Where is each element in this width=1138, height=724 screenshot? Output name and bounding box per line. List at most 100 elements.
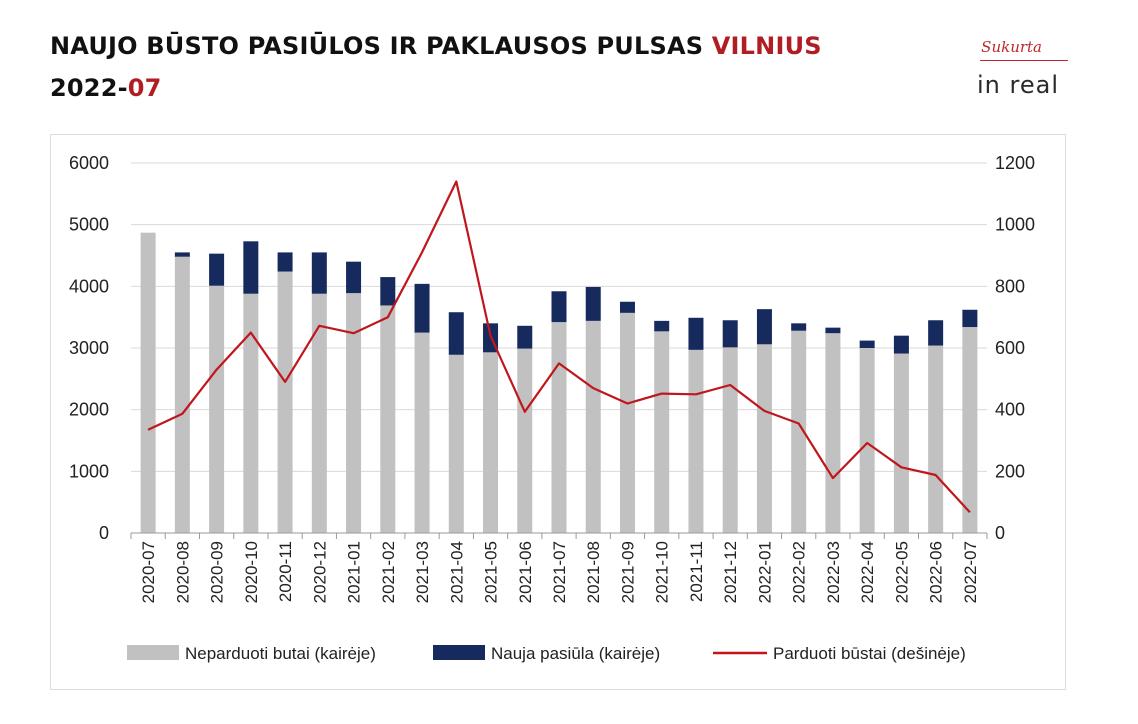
bar-new-supply xyxy=(962,309,978,328)
y-left-tick-label: 1000 xyxy=(69,461,109,481)
x-tick-label: 2022-05 xyxy=(892,541,911,603)
bar-unsold xyxy=(448,354,464,533)
legend-swatch-new xyxy=(433,645,485,660)
bar-unsold xyxy=(825,333,841,533)
bar-unsold xyxy=(791,330,807,533)
chart-panel: 0 1000 2000 3000 4000 5000 6000 0 200 400 600 800 1… xyxy=(50,134,1066,690)
bar-unsold xyxy=(243,293,259,533)
y-left-tick-label: 4000 xyxy=(69,276,109,296)
x-tick-label: 2021-06 xyxy=(516,541,535,603)
y-left-axis: 0 1000 2000 3000 4000 5000 6000 xyxy=(69,153,109,543)
x-tick-label: 2020-09 xyxy=(208,541,227,603)
bar-unsold xyxy=(517,348,533,533)
y-left-tick-label: 6000 xyxy=(69,153,109,173)
bar-new-supply xyxy=(517,325,533,349)
bar-new-supply xyxy=(174,252,190,257)
x-tick-label: 2020-10 xyxy=(242,541,261,603)
x-tick-label: 2022-02 xyxy=(790,541,809,603)
inreal-logo: Sukurta in real xyxy=(975,38,1070,100)
x-tick-label: 2021-03 xyxy=(413,541,432,603)
x-tick-label: 2021-04 xyxy=(447,541,466,603)
y-left-tick-label: 0 xyxy=(99,523,109,543)
bar-new-supply xyxy=(791,323,807,331)
x-tick-label: 2021-10 xyxy=(653,541,672,603)
bar-new-supply xyxy=(859,340,875,348)
legend-label-unsold: Neparduoti butai (kairėje) xyxy=(185,644,376,663)
bar-unsold xyxy=(174,256,190,533)
bar-unsold xyxy=(722,347,738,533)
logo-main-text: in real xyxy=(977,71,1059,99)
bar-unsold xyxy=(688,349,704,533)
x-tick-label: 2021-11 xyxy=(687,541,706,602)
bar-unsold xyxy=(619,312,635,533)
x-tick-label: 2021-07 xyxy=(550,541,569,603)
y-left-tick-label: 2000 xyxy=(69,400,109,420)
bar-new-supply xyxy=(928,320,944,346)
x-tick-label: 2020-12 xyxy=(310,541,329,603)
x-tick-label: 2020-08 xyxy=(173,541,192,603)
y-right-tick-label: 800 xyxy=(995,276,1025,296)
bar-unsold xyxy=(414,332,430,533)
legend: Neparduoti butai (kairėje) Nauja pasiūla … xyxy=(127,644,966,663)
x-axis: 2020-07 2020-08 2020-09 2020-10 2020-11 2020-… xyxy=(130,532,988,603)
bar-unsold xyxy=(859,348,875,533)
bar-new-supply xyxy=(209,253,225,286)
x-tick-label: 2022-03 xyxy=(824,541,843,603)
bar-unsold xyxy=(209,285,225,533)
period-year: 2022- xyxy=(50,74,128,102)
bar-unsold xyxy=(756,344,772,533)
bar-unsold xyxy=(277,271,293,533)
bars xyxy=(140,232,978,533)
logo-top-text: Sukurta xyxy=(981,38,1042,56)
bar-new-supply xyxy=(893,335,909,354)
bar-new-supply xyxy=(277,252,293,272)
bar-new-supply xyxy=(448,312,464,355)
y-right-tick-label: 200 xyxy=(995,461,1025,481)
bar-new-supply xyxy=(311,252,327,294)
x-tick-label: 2022-06 xyxy=(927,541,946,603)
x-tick-label: 2022-01 xyxy=(755,541,774,603)
bar-unsold xyxy=(893,353,909,533)
x-tick-label: 2020-07 xyxy=(139,541,158,603)
x-tick-label: 2021-05 xyxy=(482,541,501,603)
bar-unsold xyxy=(483,352,499,533)
x-tick-label: 2020-11 xyxy=(276,541,295,602)
bar-new-supply xyxy=(825,327,841,334)
legend-label-sold: Parduoti būstai (dešinėje) xyxy=(773,644,966,663)
bar-new-supply xyxy=(688,317,704,350)
x-tick-label: 2021-09 xyxy=(618,541,637,603)
bar-new-supply xyxy=(414,283,430,333)
y-left-tick-label: 5000 xyxy=(69,215,109,235)
period-month: 07 xyxy=(127,74,162,102)
chart-period: 2022-07 xyxy=(50,76,162,100)
bar-unsold xyxy=(140,232,156,533)
bar-new-supply xyxy=(619,301,635,313)
x-tick-label: 2021-02 xyxy=(379,541,398,603)
y-right-tick-label: 600 xyxy=(995,338,1025,358)
bar-unsold xyxy=(962,327,978,533)
bar-unsold xyxy=(585,320,601,533)
bar-new-supply xyxy=(551,291,567,323)
x-tick-label: 2021-01 xyxy=(345,541,364,603)
bar-new-supply xyxy=(380,277,396,306)
sold-series-line xyxy=(147,180,971,514)
bar-unsold xyxy=(928,345,944,533)
y-left-tick-label: 3000 xyxy=(69,338,109,358)
title-city: VILNIUS xyxy=(711,32,822,60)
x-tick-label: 2021-08 xyxy=(584,541,603,603)
y-right-tick-label: 0 xyxy=(995,523,1005,543)
bar-new-supply xyxy=(654,320,670,332)
bar-unsold xyxy=(654,331,670,533)
x-tick-label: 2022-07 xyxy=(961,541,980,603)
y-right-tick-label: 1200 xyxy=(995,153,1035,173)
bar-new-supply xyxy=(346,261,362,294)
bar-new-supply xyxy=(722,320,738,348)
logo-line xyxy=(980,60,1068,61)
y-right-tick-label: 1000 xyxy=(995,215,1035,235)
bar-new-supply xyxy=(243,241,259,294)
title-main: NAUJO BŪSTO PASIŪLOS IR PAKLAUSOS PULSAS xyxy=(50,32,712,60)
y-right-tick-label: 400 xyxy=(995,400,1025,420)
sold-line xyxy=(147,180,971,514)
x-tick-label: 2022-04 xyxy=(858,541,877,603)
bar-unsold xyxy=(311,293,327,533)
